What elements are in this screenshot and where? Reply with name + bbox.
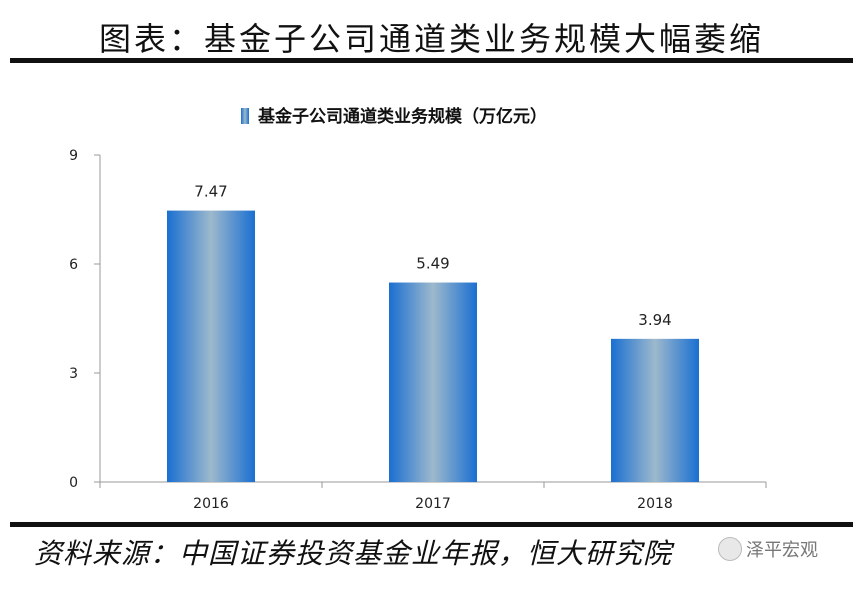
data-label: 7.47 (194, 183, 227, 201)
legend-swatch (241, 108, 249, 124)
watermark-text: 泽平宏观 (746, 540, 818, 561)
y-tick-label: 6 (69, 257, 78, 273)
y-tick-label: 3 (69, 366, 78, 382)
watermark-logo-icon (718, 537, 742, 561)
x-tick-label: 2018 (637, 496, 673, 512)
chart-bars: 7.47 5.49 3.94 (167, 183, 699, 482)
x-tick-label: 2017 (415, 496, 451, 512)
page-title: 图表：基金子公司通道类业务规模大幅萎缩 (98, 20, 764, 58)
chart-legend: 基金子公司通道类业务规模（万亿元） (241, 106, 547, 127)
y-tick-label: 0 (69, 475, 78, 491)
data-label: 3.94 (638, 311, 671, 329)
y-tick-label: 9 (69, 148, 78, 164)
bar-chart: 基金子公司通道类业务规模（万亿元） 0 3 6 9 2016 2017 2018 7.47 5… (69, 106, 767, 512)
data-label: 5.49 (416, 255, 449, 273)
footer-rule (10, 522, 853, 527)
legend-label: 基金子公司通道类业务规模（万亿元） (257, 106, 547, 127)
source-note: 资料来源：中国证券投资基金业年报，恒大研究院 (34, 537, 673, 570)
watermark: 泽平宏观 (718, 536, 818, 562)
bar (167, 210, 255, 482)
title-underline (10, 58, 853, 63)
bar (611, 338, 699, 482)
x-tick-label: 2016 (193, 496, 229, 512)
bar (389, 282, 477, 482)
